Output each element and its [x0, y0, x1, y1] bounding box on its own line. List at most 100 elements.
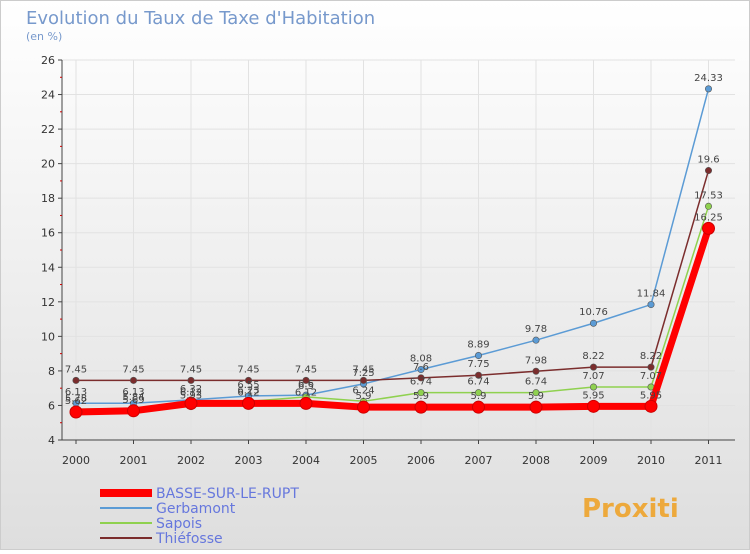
data-label: 5.9 — [471, 391, 487, 402]
data-label: 24.33 — [694, 73, 723, 84]
series-point — [532, 389, 540, 397]
legend-label: Thiéfosse — [155, 531, 223, 547]
data-label: 7.45 — [295, 364, 317, 375]
series-point — [127, 404, 140, 418]
data-label: 16.25 — [694, 212, 723, 223]
x-tick-label: 2006 — [407, 454, 435, 467]
data-label: 6.12 — [295, 387, 317, 398]
series-point — [529, 400, 543, 414]
data-label: 5.93 — [180, 391, 202, 402]
y-tick-label: 24 — [41, 89, 55, 102]
data-label: 5.95 — [640, 390, 662, 401]
series-point — [245, 376, 253, 384]
data-label: 5.78 — [65, 393, 87, 404]
y-tick-label: 18 — [41, 192, 55, 205]
series-point — [417, 389, 425, 397]
series-point — [187, 376, 195, 384]
series-point — [357, 400, 370, 414]
data-label: 7.6 — [413, 362, 429, 373]
data-label: 6.5 — [298, 381, 314, 392]
y-tick-label: 20 — [41, 158, 55, 171]
x-tick-label: 2009 — [580, 454, 608, 467]
series-point — [589, 319, 597, 327]
x-tick-label: 2007 — [465, 454, 493, 467]
data-label: 7.07 — [640, 371, 662, 382]
data-label: 7.45 — [65, 364, 87, 375]
data-label: 5.9 — [413, 391, 429, 402]
series-point — [647, 301, 655, 309]
data-label: 6.13 — [65, 387, 87, 398]
data-label: 5.9 — [528, 391, 544, 402]
series-point — [299, 396, 313, 410]
y-tick-label: 26 — [41, 54, 55, 67]
data-label: 6.24 — [352, 385, 374, 396]
data-label: 19.6 — [697, 155, 719, 166]
series-line-1 — [76, 88, 710, 404]
data-label: 6.74 — [467, 377, 489, 388]
x-tick-label: 2002 — [177, 454, 205, 467]
series-point — [72, 376, 80, 384]
series-point — [414, 400, 428, 414]
legend: BASSE-SUR-LE-RUPTGerbamontSapoisThiéfoss… — [100, 486, 299, 547]
series-point — [474, 389, 482, 397]
legend-label: Gerbamont — [156, 501, 236, 517]
x-tick-label: 2000 — [62, 454, 90, 467]
series-point — [532, 336, 540, 344]
data-label: 7.45 — [352, 364, 374, 375]
series-point — [474, 352, 482, 360]
series-point — [587, 399, 600, 413]
x-tick-label: 2003 — [235, 454, 263, 467]
legend-label: BASSE-SUR-LE-RUPT — [156, 486, 299, 502]
proxiti-watermark: Proxiti — [582, 494, 679, 524]
data-label: 5.84 — [122, 392, 144, 403]
series-point — [242, 396, 255, 410]
data-label: 6.55 — [237, 380, 259, 391]
data-label: 7.45 — [122, 364, 144, 375]
series-point — [302, 376, 310, 384]
data-label: 6.74 — [410, 377, 432, 388]
series-point — [644, 399, 658, 413]
y-tick-label: 12 — [41, 296, 55, 309]
y-tick-label: 16 — [41, 227, 55, 240]
series-point — [474, 371, 482, 379]
series-point — [417, 374, 425, 382]
series-point — [589, 383, 597, 391]
series-point — [647, 363, 655, 371]
series-point — [472, 400, 485, 414]
data-label: 7.45 — [180, 364, 202, 375]
y-tick-label: 6 — [48, 399, 55, 412]
y-tick-label: 4 — [48, 434, 55, 447]
data-label: 6.32 — [180, 384, 202, 395]
data-label: 8.22 — [640, 351, 662, 362]
y-tick-label: 8 — [48, 365, 55, 378]
data-label: 8.89 — [467, 340, 489, 351]
series-point — [589, 363, 597, 371]
series-line-3 — [76, 170, 710, 382]
data-label: 10.76 — [579, 307, 608, 318]
series-point — [359, 376, 367, 384]
series-point — [704, 202, 712, 210]
data-label: 6.12 — [237, 387, 259, 398]
x-tick-label: 2008 — [522, 454, 550, 467]
x-tick-label: 2011 — [695, 454, 723, 467]
y-tick-label: 10 — [41, 330, 55, 343]
series-point — [130, 376, 138, 384]
data-label: 6.13 — [122, 387, 144, 398]
data-label: 7.45 — [237, 364, 259, 375]
data-label: 11.84 — [637, 289, 666, 300]
data-label: 7.75 — [467, 359, 489, 370]
series-point — [532, 367, 540, 375]
x-tick-label: 2001 — [120, 454, 148, 467]
chart-subtitle: (en %) — [26, 30, 62, 43]
y-tick-label: 14 — [41, 261, 55, 274]
data-label: 5.9 — [356, 391, 372, 402]
data-label: 8.22 — [582, 351, 604, 362]
data-label: 6.23 — [237, 385, 259, 396]
legend-label: Sapois — [156, 516, 202, 532]
x-tick-label: 2005 — [350, 454, 378, 467]
data-label: 5.62 — [65, 396, 87, 407]
y-tick-label: 22 — [41, 123, 55, 136]
data-label: 6.74 — [525, 377, 547, 388]
